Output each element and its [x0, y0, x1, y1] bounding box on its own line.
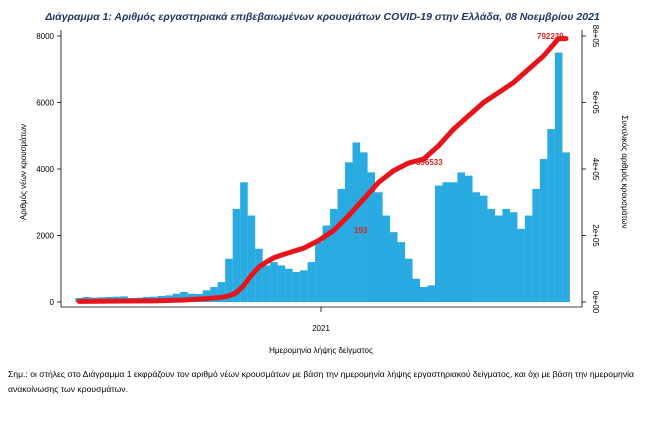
y-ticks-right: 0e+00 2e+05 4e+05 6e+05 8e+05 — [582, 25, 600, 314]
y-tick-label-left: 0 — [50, 298, 55, 307]
plot-area — [61, 30, 582, 310]
bar — [345, 162, 353, 302]
bar — [562, 152, 570, 303]
bar — [434, 185, 443, 303]
y-ticks-left: 0 2000 4000 6000 8000 — [36, 32, 61, 307]
bar — [419, 287, 428, 302]
bar — [494, 215, 503, 302]
bar — [442, 182, 451, 302]
y-axis-label-right: Συνολικός αριθμός κρουσμάτων — [620, 115, 629, 228]
y-tick-label-right: 2e+05 — [591, 224, 600, 247]
bar — [517, 228, 525, 302]
bar — [547, 129, 555, 302]
y-axis-label-left: Αριθμός νέων κρουσμάτων — [19, 124, 28, 220]
bar — [315, 242, 323, 302]
y-tick-label-left: 4000 — [36, 165, 54, 174]
bar — [180, 292, 188, 302]
bar — [307, 262, 316, 302]
annotation-total-mid: 396533 — [416, 158, 443, 167]
bar — [554, 52, 563, 303]
bars-group — [75, 52, 570, 303]
bar — [330, 208, 338, 302]
bar — [270, 262, 278, 302]
x-axis-label: Ημερομηνία λήψης δείγματος — [269, 346, 373, 355]
y-tick-label-right: 0e+00 — [591, 291, 600, 314]
bar — [352, 142, 361, 302]
y-tick-label-right: 8e+05 — [591, 25, 600, 48]
bar — [479, 195, 488, 302]
bar — [247, 215, 256, 302]
bar — [539, 159, 548, 302]
bar — [232, 208, 241, 302]
bar — [502, 208, 510, 302]
bar — [210, 287, 218, 302]
y-tick-label-right: 6e+05 — [591, 91, 600, 114]
bar — [240, 182, 248, 302]
bar — [217, 282, 226, 302]
bar — [375, 192, 383, 302]
bar — [262, 265, 271, 302]
bar — [292, 272, 301, 302]
bar — [457, 172, 465, 302]
annotation-total-early: 193 — [354, 226, 368, 235]
bar — [449, 182, 458, 302]
bar — [472, 192, 480, 302]
bar — [487, 208, 495, 302]
chart-title: Διάγραμμα 1: Αριθμός εργαστηριακά επιβεβ… — [45, 11, 600, 23]
bar — [300, 270, 308, 302]
bar — [404, 258, 413, 302]
annotation-total-latest: 792239 — [537, 32, 564, 41]
footnote: Σημ.: οι στήλες στο Διάγραμμα 1 εκφράζου… — [8, 369, 634, 394]
cumulative-line — [76, 36, 569, 304]
bar — [277, 265, 286, 302]
bar — [389, 232, 398, 302]
bar — [524, 215, 533, 302]
bar — [337, 188, 346, 302]
bar — [285, 268, 293, 302]
bar — [397, 242, 406, 302]
bar — [322, 225, 331, 302]
bar — [225, 258, 233, 302]
bar — [360, 152, 368, 303]
bar — [367, 172, 376, 302]
y-tick-label-right: 4e+05 — [591, 158, 600, 181]
bar — [255, 248, 263, 302]
y-tick-label-left: 8000 — [36, 32, 54, 41]
x-tick-label: 2021 — [312, 324, 330, 333]
y-tick-label-left: 6000 — [36, 99, 54, 108]
covid-chart: 0 2000 4000 6000 8000 0e+00 2e+05 4e+05 6e+05 8e… — [19, 25, 629, 355]
bar — [509, 212, 518, 302]
bar — [382, 215, 391, 302]
bar — [412, 278, 421, 302]
bar — [427, 285, 436, 303]
bar — [464, 175, 473, 302]
bar — [532, 188, 540, 302]
y-tick-label-left: 2000 — [36, 232, 54, 241]
